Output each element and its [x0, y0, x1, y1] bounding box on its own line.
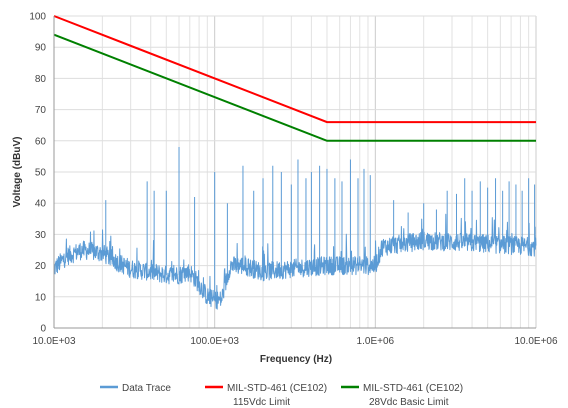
y-tick-label: 30	[35, 230, 47, 241]
y-tick-label: 20	[35, 261, 47, 272]
legend: Data Trace MIL-STD-461 (CE102) 115Vdc Limi…	[100, 383, 463, 408]
y-axis-title: Voltage (dBuV)	[12, 137, 23, 208]
legend-data-trace: Data Trace	[100, 383, 171, 394]
data-trace-line	[53, 147, 537, 310]
y-tick-label: 100	[29, 12, 46, 23]
legend-115vdc-limit: MIL-STD-461 (CE102) 115Vdc Limit	[205, 383, 327, 408]
y-tick-label: 90	[35, 43, 47, 54]
legend-label: MIL-STD-461 (CE102)	[227, 383, 327, 394]
legend-label: Data Trace	[122, 383, 171, 394]
legend-28vdc-limit: MIL-STD-461 (CE102) 28Vdc Basic Limit	[341, 383, 463, 408]
y-tick-label: 60	[35, 136, 47, 147]
x-tick-label: 100.0E+03	[190, 336, 239, 347]
x-tick-label: 10.0E+03	[32, 336, 76, 347]
x-axis-title: Frequency (Hz)	[260, 354, 332, 365]
legend-label: MIL-STD-461 (CE102)	[363, 383, 463, 394]
limit-115vdc-line	[53, 15, 536, 124]
series-group	[53, 15, 537, 310]
limit-28vdc-line	[53, 33, 536, 142]
y-tick-label: 0	[40, 324, 46, 335]
legend-label-line2: 115Vdc Limit	[233, 397, 290, 408]
y-tick-label: 50	[35, 168, 47, 179]
x-tick-label: 10.0E+06	[514, 336, 558, 347]
y-tick-label: 10	[35, 292, 47, 303]
x-tick-label: 1.0E+06	[357, 336, 395, 347]
y-tick-label: 70	[35, 105, 47, 116]
y-tick-label: 80	[35, 74, 47, 85]
axes: 0 10 20 30 40 50 60 70 80 90 100 10.0E+03 100.0E+03 1…	[29, 12, 558, 348]
legend-label-line2: 28Vdc Basic Limit	[369, 397, 449, 408]
y-tick-label: 40	[35, 199, 47, 210]
